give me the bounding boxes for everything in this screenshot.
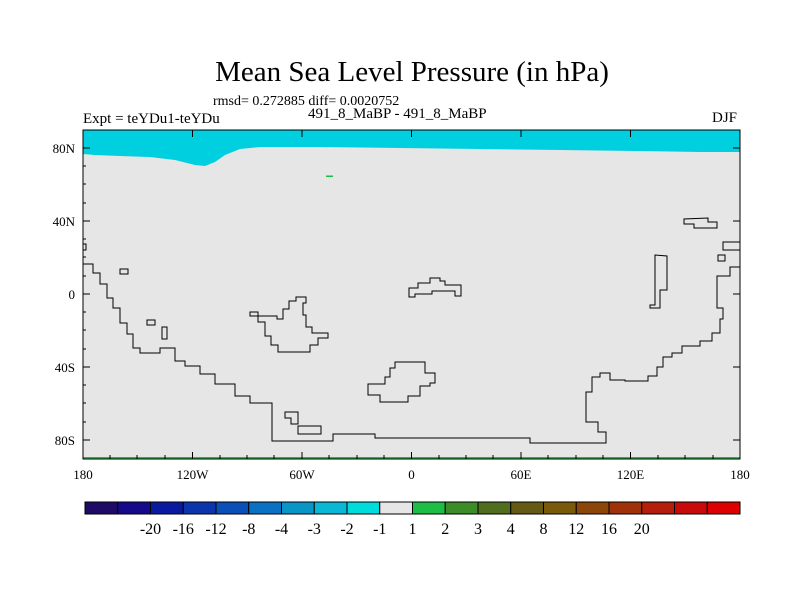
- coastline-south-america: [83, 263, 740, 444]
- colorbar-box-10: [412, 501, 446, 515]
- coastline-island-4: [284, 411, 299, 425]
- lon-label-120e: 120E: [617, 467, 645, 482]
- colorbar-label-2: -12: [205, 521, 226, 538]
- colorbar-box-11: [444, 501, 479, 515]
- colorbar-box-5: [248, 501, 282, 515]
- experiment-label: Expt = teYDu1-teYDu: [83, 111, 220, 127]
- colorbar-label-12: 8: [540, 521, 548, 538]
- colorbar-box-17: [641, 501, 675, 515]
- map-background: [83, 130, 740, 459]
- colorbar-box-15: [575, 501, 610, 515]
- colorbar-box-1: [117, 501, 151, 515]
- lat-label-80s: 80S: [55, 433, 75, 448]
- colorbar-label-15: 20: [634, 521, 650, 538]
- colorbar-box-4: [215, 501, 250, 515]
- colorbar-label-10: 3: [474, 521, 482, 538]
- colorbar-label-11: 4: [507, 521, 515, 538]
- colorbar-label-3: -8: [242, 521, 255, 538]
- run-comparison-label: 491_8_MaBP - 491_8_MaBP: [308, 106, 487, 122]
- lon-label-60e: 60E: [511, 467, 532, 482]
- colorbar: -20 -16 -12 -8 -4 -3 -2 -1 1 2 3 4 8 12 16 20: [84, 501, 741, 538]
- season-label: DJF: [712, 110, 738, 126]
- coastline-africa: [249, 296, 329, 353]
- lat-label-40n: 40N: [53, 214, 76, 229]
- colorbar-label-5: -3: [308, 521, 321, 538]
- colorbar-label-8: 1: [409, 521, 417, 538]
- coastline-island-8: [717, 254, 726, 262]
- lon-label-120w: 120W: [177, 467, 210, 482]
- colorbar-label-13: 12: [568, 521, 584, 538]
- colorbar-box-9: [379, 501, 413, 515]
- colorbar-label-7: -1: [373, 521, 386, 538]
- colorbar-box-12: [477, 501, 512, 515]
- colorbar-box-8: [346, 501, 381, 515]
- coastlines: [83, 217, 741, 444]
- lon-label-60w: 60W: [289, 467, 315, 482]
- coastline-island-3: [161, 326, 168, 340]
- colorbar-box-13: [510, 501, 544, 515]
- coastline-island-5: [297, 425, 322, 435]
- colorbar-label-9: 2: [441, 521, 449, 538]
- colorbar-box-7: [313, 501, 348, 515]
- colorbar-box-2: [150, 501, 184, 515]
- colorbar-label-1: -16: [173, 521, 194, 538]
- lat-label-80n: 80N: [53, 141, 76, 156]
- colorbar-box-6: [281, 501, 315, 515]
- coastline-australia: [367, 361, 436, 403]
- lat-label-40s: 40S: [55, 360, 75, 375]
- lon-label-0: 0: [408, 467, 415, 482]
- colorbar-box-3: [182, 501, 217, 515]
- map-panel: 80N 40N 0 40S 80S 180 120W 60W 0 60E 120…: [53, 129, 750, 482]
- colorbar-box-19: [706, 501, 741, 515]
- colorbar-box-0: [84, 501, 119, 515]
- colorbar-box-14: [543, 501, 577, 515]
- arctic-negative-band: [83, 130, 740, 166]
- colorbar-box-18: [674, 501, 708, 515]
- positive-spot: [326, 175, 333, 177]
- lon-ticks: [109, 130, 714, 459]
- coastline-island-7: [683, 217, 718, 229]
- colorbar-label-0: -20: [140, 521, 161, 538]
- coastline-island-1: [119, 268, 129, 275]
- rmsd-diff-stats: rmsd= 0.272885 diff= 0.0020752: [213, 94, 400, 109]
- colorbar-box-16: [608, 501, 643, 515]
- lat-ticks: [83, 147, 740, 441]
- colorbar-label-6: -2: [340, 521, 353, 538]
- coastline-island-2: [146, 319, 156, 326]
- lon-label-180w: 180: [73, 467, 93, 482]
- coastline-island-6: [649, 254, 668, 309]
- lon-label-180e: 180: [730, 467, 750, 482]
- lat-label-equator: 0: [69, 287, 76, 302]
- colorbar-label-4: -4: [275, 521, 288, 538]
- colorbar-label-14: 16: [601, 521, 617, 538]
- coastline-arabia: [408, 277, 462, 298]
- plot-title: Mean Sea Level Pressure (in hPa): [215, 56, 609, 88]
- coastline-island-10: [83, 243, 87, 251]
